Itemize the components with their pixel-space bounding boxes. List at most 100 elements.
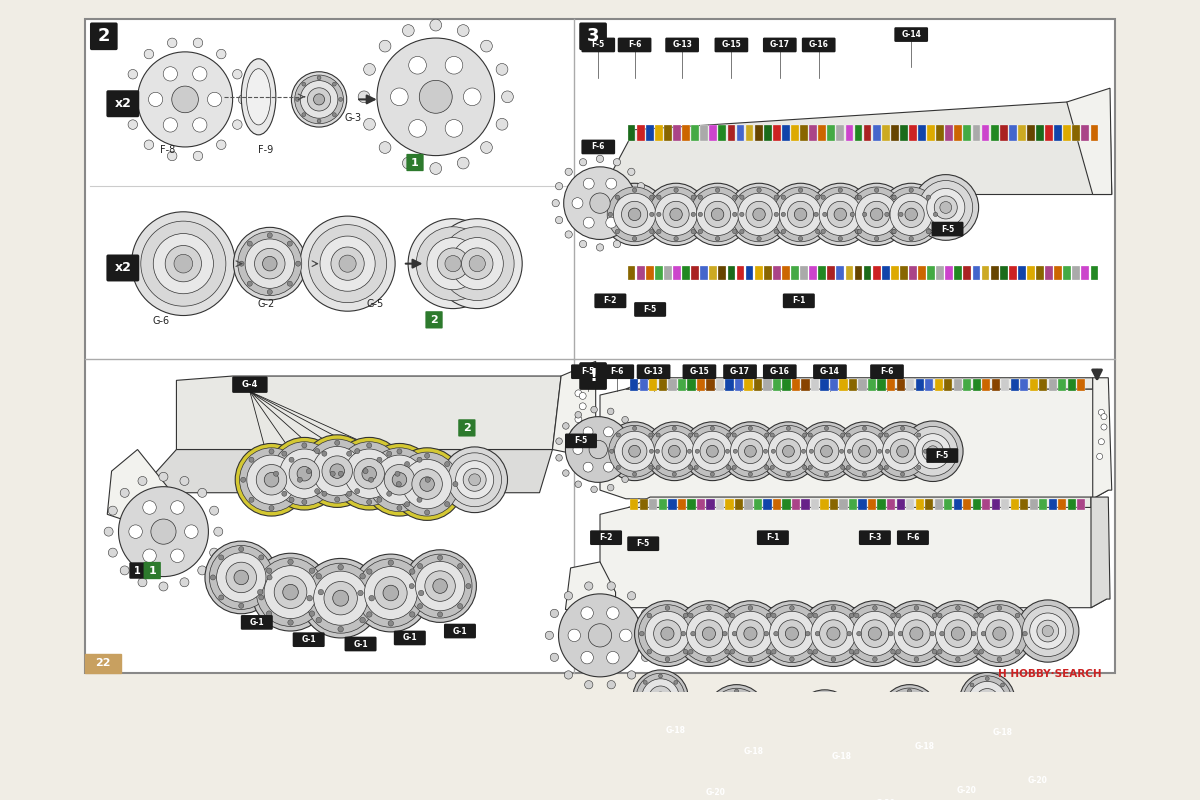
Circle shape: [388, 560, 394, 566]
Bar: [811, 498, 820, 510]
Circle shape: [739, 195, 744, 199]
Circle shape: [737, 620, 764, 647]
Circle shape: [642, 653, 649, 662]
Bar: [864, 126, 871, 141]
Circle shape: [892, 230, 896, 234]
Circle shape: [774, 230, 779, 234]
Bar: [691, 126, 698, 141]
Bar: [1091, 266, 1098, 280]
Circle shape: [853, 756, 889, 791]
Bar: [744, 498, 752, 510]
Circle shape: [295, 98, 300, 102]
Polygon shape: [626, 378, 1093, 389]
FancyBboxPatch shape: [582, 38, 616, 52]
Circle shape: [890, 650, 895, 654]
Circle shape: [725, 650, 730, 654]
Circle shape: [168, 151, 176, 161]
Circle shape: [761, 756, 806, 800]
Circle shape: [632, 426, 637, 430]
Circle shape: [575, 411, 582, 418]
Bar: [678, 378, 686, 390]
Circle shape: [163, 66, 178, 81]
FancyBboxPatch shape: [826, 749, 859, 764]
FancyBboxPatch shape: [869, 796, 902, 800]
Bar: [802, 498, 810, 510]
Bar: [1020, 378, 1028, 390]
Circle shape: [622, 417, 629, 423]
Circle shape: [878, 466, 883, 470]
Circle shape: [835, 422, 894, 481]
Circle shape: [707, 446, 719, 457]
Circle shape: [264, 566, 317, 618]
Circle shape: [926, 230, 930, 234]
Circle shape: [932, 614, 937, 618]
Circle shape: [938, 747, 971, 780]
Bar: [646, 126, 654, 141]
Circle shape: [605, 422, 664, 481]
Circle shape: [732, 187, 786, 242]
Bar: [818, 126, 826, 141]
Circle shape: [860, 762, 882, 785]
Circle shape: [882, 431, 923, 471]
Circle shape: [198, 566, 206, 575]
Circle shape: [354, 458, 384, 489]
Circle shape: [289, 498, 294, 502]
Circle shape: [288, 620, 293, 626]
Circle shape: [644, 422, 703, 481]
Text: H HOBBY·SEARCH: H HOBBY·SEARCH: [997, 670, 1102, 679]
Bar: [887, 378, 895, 390]
Circle shape: [193, 38, 203, 48]
Circle shape: [607, 607, 619, 619]
Circle shape: [683, 650, 688, 654]
Circle shape: [379, 40, 391, 52]
Circle shape: [1015, 650, 1020, 654]
Circle shape: [923, 727, 928, 731]
Circle shape: [384, 465, 415, 495]
Circle shape: [654, 431, 695, 471]
Circle shape: [997, 657, 1002, 662]
Circle shape: [185, 525, 198, 538]
Bar: [1091, 126, 1098, 141]
Circle shape: [728, 611, 773, 656]
Text: F-3: F-3: [869, 533, 882, 542]
Circle shape: [691, 195, 696, 199]
Bar: [688, 378, 696, 390]
Circle shape: [815, 631, 820, 636]
Circle shape: [1007, 735, 1046, 774]
Circle shape: [1042, 626, 1054, 637]
Circle shape: [767, 614, 770, 618]
Circle shape: [674, 681, 678, 684]
Circle shape: [158, 582, 168, 591]
Circle shape: [580, 241, 587, 248]
Bar: [1009, 126, 1016, 141]
Circle shape: [847, 449, 852, 454]
Circle shape: [732, 230, 737, 234]
Circle shape: [797, 791, 800, 795]
Bar: [991, 126, 998, 141]
Circle shape: [856, 230, 859, 234]
Circle shape: [604, 427, 613, 437]
Circle shape: [238, 232, 301, 296]
Circle shape: [955, 606, 960, 610]
Text: G-16: G-16: [809, 41, 829, 50]
Circle shape: [310, 568, 314, 574]
Bar: [782, 498, 791, 510]
Circle shape: [622, 202, 648, 227]
Circle shape: [545, 631, 553, 639]
Circle shape: [312, 446, 362, 496]
Circle shape: [982, 694, 992, 706]
Circle shape: [395, 471, 400, 476]
Text: x2: x2: [114, 262, 131, 274]
Circle shape: [846, 466, 851, 470]
Circle shape: [772, 449, 775, 454]
Circle shape: [857, 230, 862, 234]
Circle shape: [583, 178, 594, 189]
Circle shape: [797, 762, 800, 766]
Circle shape: [884, 187, 938, 242]
Circle shape: [758, 713, 762, 717]
Circle shape: [798, 237, 803, 241]
Circle shape: [305, 439, 370, 503]
Circle shape: [919, 181, 973, 234]
Circle shape: [896, 614, 900, 618]
Circle shape: [749, 472, 752, 476]
